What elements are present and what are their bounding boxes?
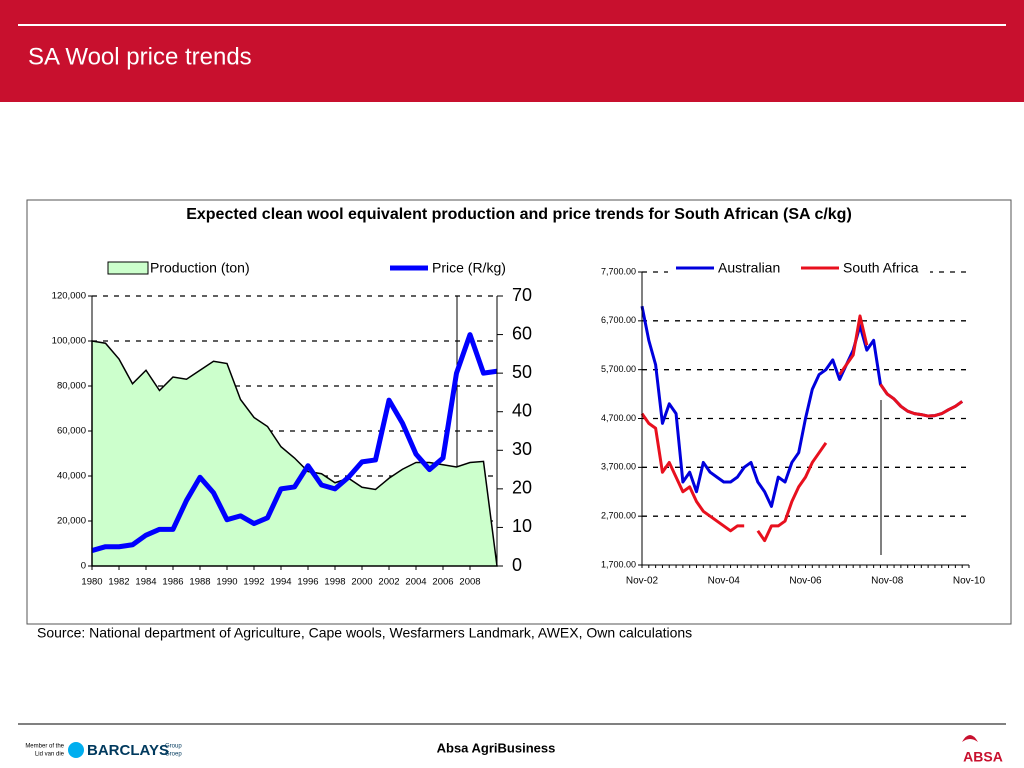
y-tick-label: 120,000 [52, 291, 86, 302]
y-tick-label: 1,700.00 [601, 559, 636, 569]
x-tick-label: 1992 [243, 577, 264, 588]
legend-label: South Africa [843, 260, 919, 276]
y-tick-label: 7,700.00 [601, 266, 636, 276]
x-tick-label: 1998 [324, 577, 345, 588]
y2-tick-label: 70 [512, 285, 532, 305]
y-tick-label: 60,000 [57, 426, 86, 437]
x-tick-label: 2006 [432, 577, 453, 588]
y-tick-label: 40,000 [57, 471, 86, 482]
logo-text: Groep [165, 752, 182, 758]
logo-text: BARCLAYS [87, 742, 169, 759]
legend-bg [668, 258, 930, 278]
legend-label: Price (R/kg) [432, 260, 506, 276]
y-tick-label: 80,000 [57, 381, 86, 392]
logo-text: Group [165, 744, 182, 750]
line [91, 332, 498, 553]
x-tick-label: 2004 [405, 577, 426, 588]
y-tick-label: 3,700.00 [601, 462, 636, 472]
legend-swatch [107, 261, 149, 275]
x-tick-label: 1996 [297, 577, 318, 588]
x-tick-label: Nov-08 [871, 576, 904, 587]
legend-label: Australian [718, 260, 780, 276]
y-tick-label: 100,000 [52, 336, 86, 347]
logo-text: ABSA [963, 749, 1003, 765]
line [640, 314, 964, 543]
y2-tick-label: 60 [512, 323, 532, 343]
source-note: Source: National department of Agricultu… [37, 625, 692, 641]
y-tick-label: 6,700.00 [601, 315, 636, 325]
y2-tick-label: 40 [512, 400, 532, 420]
y-tick-label: 0 [81, 561, 86, 572]
y2-tick-label: 10 [512, 516, 532, 536]
logo-text: Member of the [25, 744, 64, 750]
header-bar [0, 0, 1024, 102]
y-tick-label: 4,700.00 [601, 413, 636, 423]
x-tick-label: 1984 [135, 577, 156, 588]
slide-title: SA Wool price trends [28, 43, 252, 70]
y2-tick-label: 50 [512, 362, 532, 382]
x-tick-label: Nov-04 [708, 576, 741, 587]
y-tick-label: 2,700.00 [601, 511, 636, 521]
absa-logo [962, 735, 978, 742]
legend-label: Production (ton) [150, 260, 250, 276]
x-tick-label: 2002 [378, 577, 399, 588]
x-tick-label: 1990 [216, 577, 237, 588]
x-tick-label: 1994 [270, 577, 291, 588]
y2-tick-label: 30 [512, 439, 532, 459]
footer-title: Absa AgriBusiness [437, 740, 556, 755]
x-tick-label: Nov-02 [626, 576, 659, 587]
x-tick-label: Nov-10 [953, 576, 986, 587]
barclays-eagle [68, 742, 84, 758]
x-tick-label: 2000 [351, 577, 372, 588]
logo-text: Lid van die [35, 752, 65, 758]
y2-tick-label: 20 [512, 478, 532, 498]
x-tick-label: 1988 [189, 577, 210, 588]
y-tick-label: 5,700.00 [601, 364, 636, 374]
y2-tick-label: 0 [512, 555, 522, 575]
x-tick-label: 2008 [459, 577, 480, 588]
x-tick-label: 1980 [81, 577, 102, 588]
x-tick-label: Nov-06 [789, 576, 822, 587]
panel-title: Expected clean wool equivalent productio… [186, 206, 852, 223]
y-tick-label: 20,000 [57, 516, 86, 527]
x-tick-label: 1986 [162, 577, 183, 588]
x-tick-label: 1982 [108, 577, 129, 588]
